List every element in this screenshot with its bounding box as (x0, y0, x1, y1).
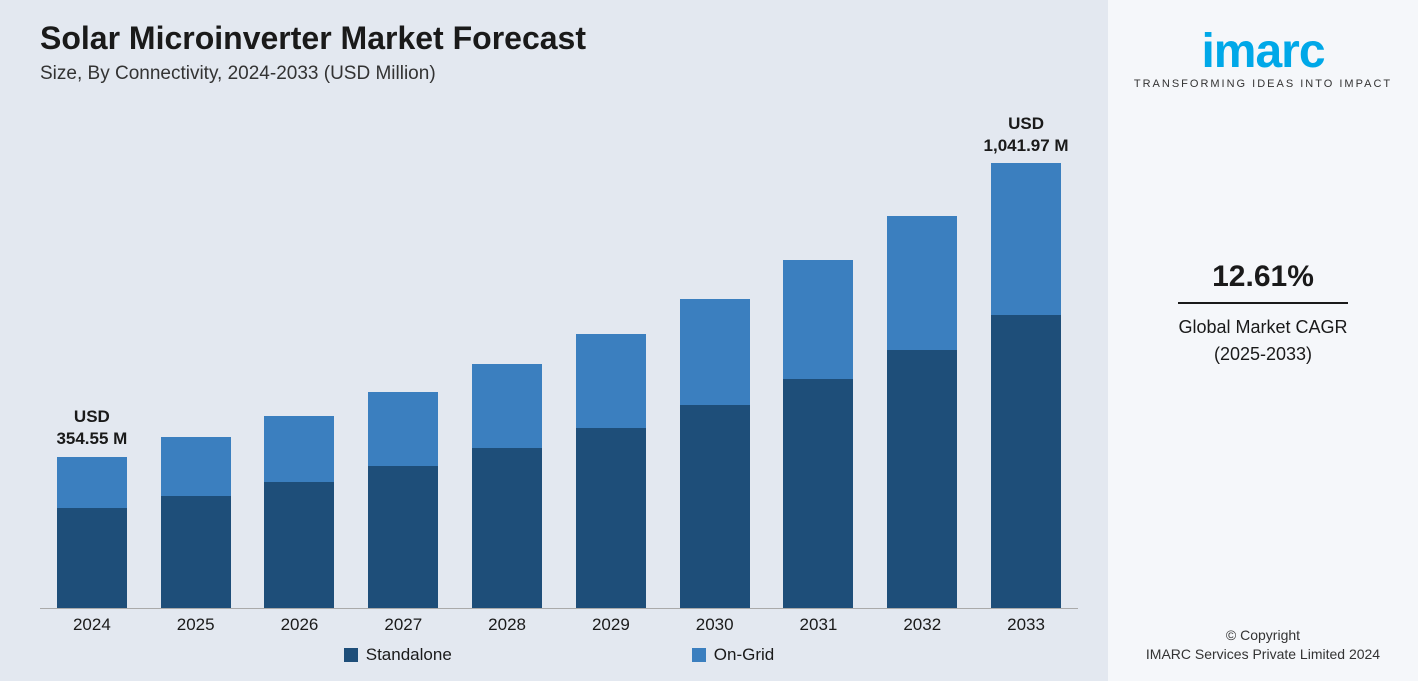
bar-group (564, 334, 657, 608)
legend-label-ongrid: On-Grid (714, 645, 774, 665)
chart-title: Solar Microinverter Market Forecast (40, 20, 1078, 57)
bar-segment-standalone (783, 379, 853, 608)
bar-segment-standalone (264, 482, 334, 608)
bar-segment-standalone (887, 350, 957, 608)
x-axis-label: 2026 (253, 615, 346, 635)
legend-swatch-ongrid (692, 648, 706, 662)
x-axis-label: 2024 (45, 615, 138, 635)
plot-area: USD354.55 M USD1,041.97 M (40, 99, 1078, 609)
cagr-value: 12.61% (1178, 260, 1348, 304)
bar-stack (576, 334, 646, 608)
bar-stack (680, 299, 750, 608)
x-axis-label: 2031 (772, 615, 865, 635)
bar-stack: USD354.55 M (57, 457, 127, 608)
bar-group (149, 437, 242, 608)
bar-segment-ongrid (680, 299, 750, 405)
x-axis-label: 2029 (564, 615, 657, 635)
x-axis-labels: 2024 2025 2026 2027 2028 2029 2030 2031 2032 2033 (40, 615, 1078, 635)
bar-segment-ongrid (368, 392, 438, 466)
bar-stack (161, 437, 231, 608)
bar-group (876, 216, 969, 608)
x-axis-label: 2027 (357, 615, 450, 635)
legend-label-standalone: Standalone (366, 645, 452, 665)
brand-tagline: TRANSFORMING IDEAS INTO IMPACT (1134, 78, 1392, 90)
legend: Standalone On-Grid (40, 645, 1078, 671)
logo-text: imarc (1201, 25, 1324, 78)
bar-group (460, 364, 553, 608)
x-axis-label: 2033 (979, 615, 1072, 635)
copyright-line1: © Copyright (1226, 627, 1300, 643)
bar-segment-standalone (991, 315, 1061, 608)
bar-value-label: USD1,041.97 M (984, 113, 1069, 157)
bar-stack (368, 392, 438, 608)
bar-group (253, 416, 346, 608)
copyright: © Copyright IMARC Services Private Limit… (1146, 626, 1380, 665)
bar-segment-ongrid (576, 334, 646, 428)
bar-value-label: USD354.55 M (56, 406, 127, 450)
cagr-label-line2: (2025-2033) (1214, 344, 1312, 364)
brand-logo: imarc (1201, 28, 1324, 76)
bar-group: USD1,041.97 M (979, 163, 1072, 608)
bar-segment-standalone (57, 508, 127, 608)
copyright-line2: IMARC Services Private Limited 2024 (1146, 646, 1380, 662)
x-axis-label: 2032 (876, 615, 969, 635)
legend-item-standalone: Standalone (344, 645, 452, 665)
bar-segment-standalone (472, 448, 542, 608)
cagr-label: Global Market CAGR (2025-2033) (1178, 314, 1348, 368)
bar-stack (264, 416, 334, 608)
chart-subtitle: Size, By Connectivity, 2024-2033 (USD Mi… (40, 63, 1078, 85)
bar-stack (783, 260, 853, 608)
bar-segment-ongrid (161, 437, 231, 495)
cagr-label-line1: Global Market CAGR (1178, 317, 1347, 337)
bar-group (772, 260, 865, 608)
bar-segment-ongrid (783, 260, 853, 379)
bar-stack (887, 216, 957, 608)
bar-segment-standalone (576, 428, 646, 608)
legend-swatch-standalone (344, 648, 358, 662)
chart-panel: Solar Microinverter Market Forecast Size… (0, 0, 1108, 681)
bar-segment-ongrid (991, 163, 1061, 315)
x-axis-label: 2030 (668, 615, 761, 635)
bar-group: USD354.55 M (45, 457, 138, 608)
x-axis-label: 2025 (149, 615, 242, 635)
bar-segment-standalone (161, 496, 231, 608)
bar-segment-ongrid (264, 416, 334, 482)
bar-segment-standalone (680, 405, 750, 608)
cagr-block: 12.61% Global Market CAGR (2025-2033) (1178, 260, 1348, 368)
bar-segment-ongrid (57, 457, 127, 509)
bar-stack: USD1,041.97 M (991, 163, 1061, 608)
x-axis-label: 2028 (460, 615, 553, 635)
bar-segment-ongrid (472, 364, 542, 447)
bar-stack (472, 364, 542, 608)
bar-group (668, 299, 761, 608)
legend-item-ongrid: On-Grid (692, 645, 774, 665)
bar-segment-ongrid (887, 216, 957, 350)
bar-segment-standalone (368, 466, 438, 608)
side-panel: imarc TRANSFORMING IDEAS INTO IMPACT 12.… (1108, 0, 1418, 681)
bar-group (357, 392, 450, 608)
